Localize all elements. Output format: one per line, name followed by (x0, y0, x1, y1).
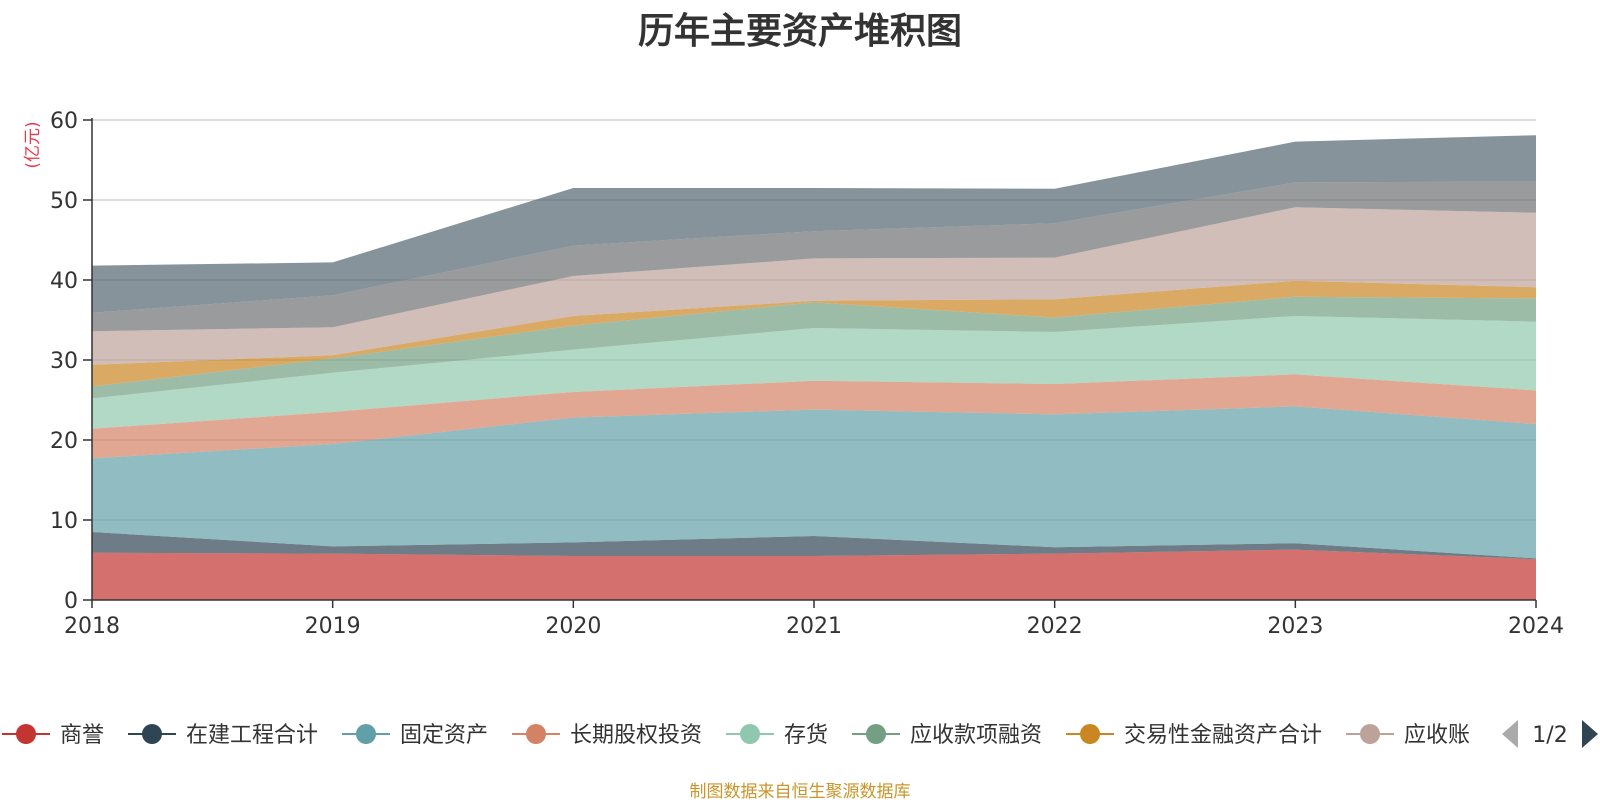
area-4 (92, 374, 1536, 459)
legend-marker (356, 724, 376, 744)
chart-title: 历年主要资产堆积图 (637, 11, 962, 52)
x-tick-label: 2024 (1508, 614, 1564, 639)
area-9 (92, 181, 1536, 332)
legend-item-8[interactable]: 应收账款 (1346, 723, 1492, 748)
legend-item-6[interactable]: 应收款项融资 (852, 723, 1042, 748)
y-tick-label: 0 (64, 589, 78, 614)
x-tick-label: 2023 (1267, 614, 1323, 639)
legend-item-4[interactable]: 长期股权投资 (512, 723, 702, 748)
legend-marker (16, 724, 36, 744)
legend-item-5[interactable]: 存货 (726, 723, 828, 748)
legend-label: 商誉 (60, 723, 104, 748)
legend-label: 长期股权投资 (570, 723, 702, 748)
y-tick-label: 60 (50, 109, 78, 134)
legend-items: 商誉在建工程合计固定资产长期股权投资存货应收款项融资交易性金融资产合计应收账款货… (2, 723, 1492, 748)
x-tick-label: 2020 (545, 614, 601, 639)
area-10 (92, 135, 1536, 313)
area-2 (92, 532, 1536, 560)
x-tick-label: 2018 (64, 614, 120, 639)
legend-label: 固定资产 (400, 723, 488, 748)
legend-item-3[interactable]: 固定资产 (342, 723, 488, 748)
x-tick-label: 2019 (305, 614, 361, 639)
legend[interactable]: 商誉在建工程合计固定资产长期股权投资存货应收款项融资交易性金融资产合计应收账款货… (2, 720, 1600, 748)
next-page-icon[interactable] (1582, 720, 1598, 748)
y-tick-label: 40 (50, 269, 78, 294)
legend-label: 交易性金融资产合计 (1124, 723, 1322, 748)
y-tick-label: 20 (50, 429, 78, 454)
x-tick-label: 2022 (1027, 614, 1083, 639)
area-6 (92, 296, 1536, 399)
area-1 (92, 549, 1536, 600)
y-axis-label: (亿元) (23, 121, 43, 168)
prev-page-icon[interactable] (1502, 720, 1518, 748)
legend-item-1[interactable]: 商誉 (2, 723, 104, 748)
legend-item-7[interactable]: 交易性金融资产合计 (1066, 723, 1322, 748)
legend-label: 应收账款 (1404, 723, 1492, 748)
x-tick-label: 2021 (786, 614, 842, 639)
legend-marker (866, 724, 886, 744)
legend-marker (526, 724, 546, 744)
legend-label: 存货 (784, 723, 828, 748)
legend-item-2[interactable]: 在建工程合计 (128, 723, 318, 748)
area-8 (92, 207, 1536, 365)
area-7 (92, 280, 1536, 387)
legend-label: 在建工程合计 (186, 723, 318, 748)
y-tick-label: 50 (50, 189, 78, 214)
y-tick-label: 10 (50, 509, 78, 534)
data-source-note: 制图数据来自恒生聚源数据库 (689, 782, 911, 802)
area-3 (92, 406, 1536, 559)
legend-marker (1080, 724, 1100, 744)
legend-marker (142, 724, 162, 744)
legend-label: 应收款项融资 (910, 723, 1042, 748)
area-series (92, 135, 1536, 600)
legend-page-indicator: 1/2 (1532, 723, 1567, 748)
axes: 0 10 20 30 40 50 60 2018 2019 2020 2021 2022 2023 202… (23, 109, 1564, 639)
legend-marker (740, 724, 760, 744)
area-5 (92, 316, 1536, 429)
y-tick-label: 30 (50, 349, 78, 374)
legend-marker (1360, 724, 1380, 744)
